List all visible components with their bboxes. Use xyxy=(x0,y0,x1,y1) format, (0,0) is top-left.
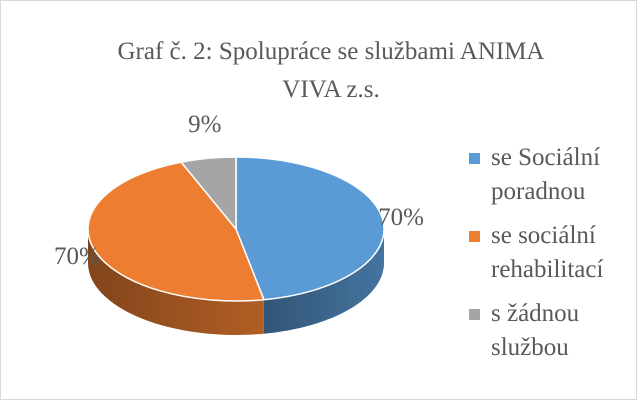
legend-label: se sociální rehabilitací xyxy=(491,222,604,283)
data-label: 9% xyxy=(188,111,221,138)
data-label: 70% xyxy=(378,204,424,231)
slice-side xyxy=(263,229,384,334)
slice xyxy=(87,161,265,302)
legend-label: se Sociální poradnou xyxy=(491,144,601,205)
legend: se Sociální poradnou se sociální rehabili… xyxy=(469,141,629,375)
slice-side xyxy=(88,229,264,335)
chart-title: Graf č. 2: Spolupráce se službami ANIMA … xyxy=(117,38,545,103)
legend-item: se Sociální poradnou xyxy=(469,141,629,209)
legend-swatch xyxy=(469,309,480,320)
slice xyxy=(179,156,237,232)
legend-swatch xyxy=(469,153,480,164)
legend-item: s žádnou službou xyxy=(469,297,629,365)
legend-item: se sociální rehabilitací xyxy=(469,219,629,287)
data-label: 70% xyxy=(54,243,100,270)
legend-label: s žádnou službou xyxy=(491,300,580,361)
legend-swatch xyxy=(469,231,480,242)
slice xyxy=(235,156,385,301)
